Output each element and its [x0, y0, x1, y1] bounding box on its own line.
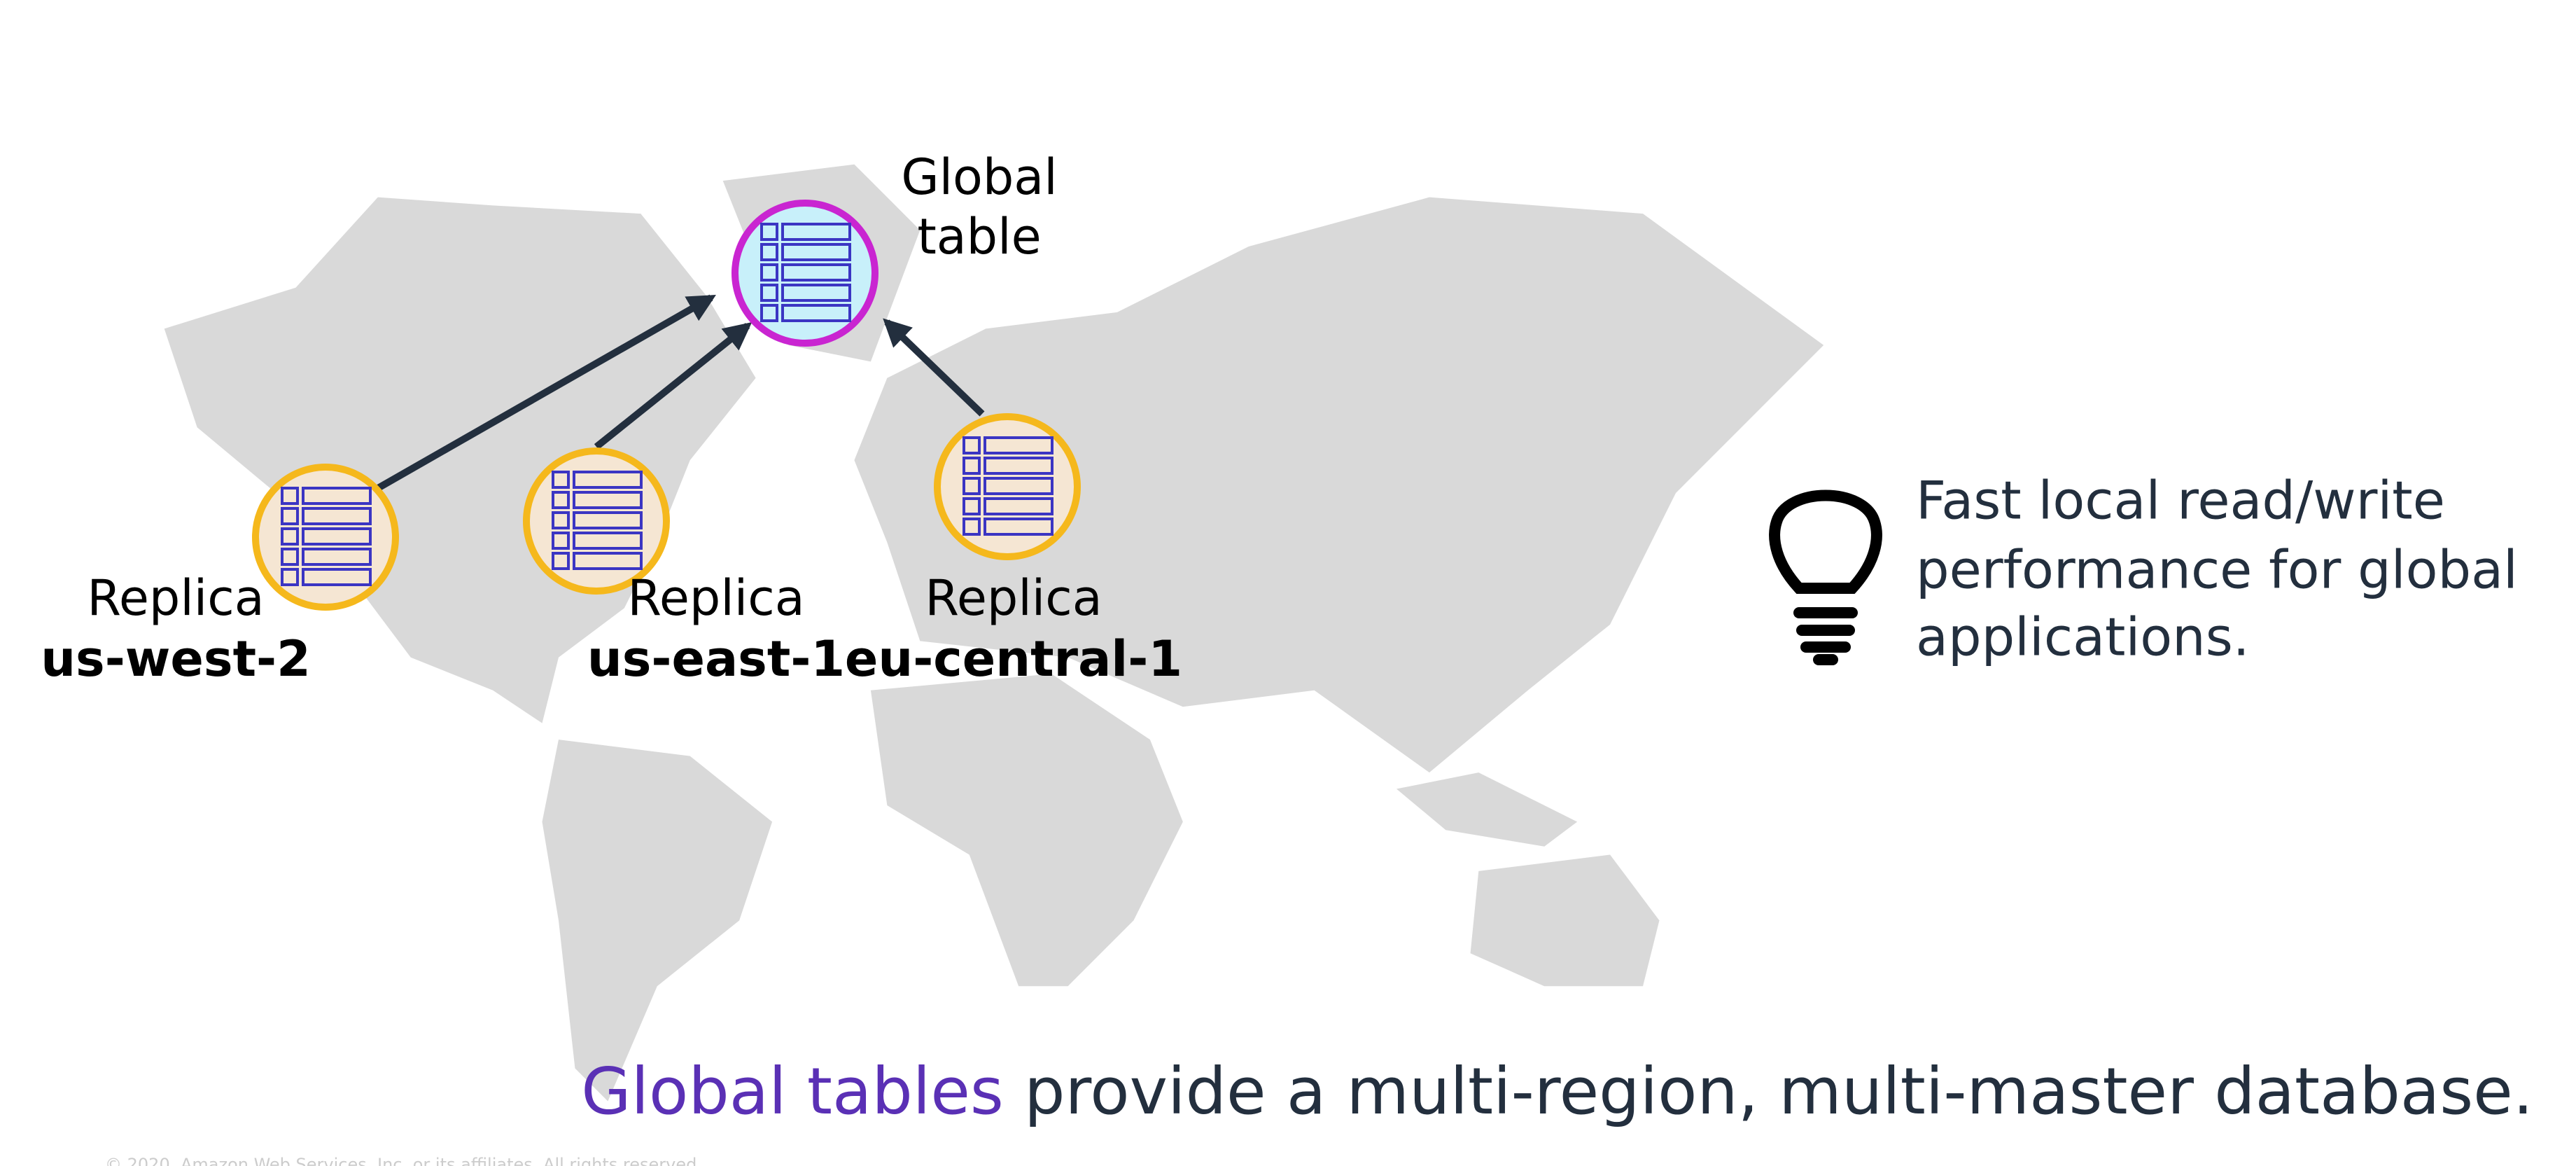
table-row	[983, 518, 1054, 536]
caption-highlight: Global tables	[581, 1054, 1004, 1129]
label: table	[917, 208, 1041, 265]
nodes	[252, 200, 1081, 611]
table-key-cell	[962, 518, 981, 536]
table-key-cell	[552, 532, 570, 550]
global-table-label: Global table	[901, 148, 1057, 265]
table-row	[573, 532, 643, 550]
caption-rest: provide a multi-region, multi-master dat…	[1004, 1054, 2533, 1129]
table-key-cell	[281, 507, 299, 525]
table-row	[302, 527, 372, 546]
arrow	[883, 318, 985, 417]
table-key-cell	[760, 304, 778, 322]
table-row	[781, 304, 851, 322]
table-row	[983, 497, 1054, 515]
table-row	[781, 263, 851, 282]
replica-label: Replica	[627, 569, 804, 627]
table-row	[781, 243, 851, 261]
table-key-cell	[760, 284, 778, 302]
table-key-cell	[552, 491, 570, 509]
table-key-cell	[760, 243, 778, 261]
replica-region: eu-central-1	[845, 630, 1182, 688]
table-key-cell	[552, 471, 570, 489]
arrow	[376, 294, 716, 492]
table-key-cell	[552, 511, 570, 529]
lightbulb-icon	[1769, 490, 1882, 665]
replica-node	[252, 464, 399, 611]
table-row	[573, 511, 643, 529]
callout-line: applications.	[1916, 606, 2250, 668]
callout-line: performance for global	[1916, 539, 2518, 601]
replica-labels: Replica us-west-2 Replica us-east-1 Repl…	[41, 569, 1182, 688]
table-row	[573, 471, 643, 489]
replica-region: us-east-1	[587, 630, 845, 688]
table-row	[781, 223, 851, 241]
table-key-cell	[281, 527, 299, 546]
footer: © 2020, Amazon Web Services, Inc. or its…	[105, 1155, 702, 1166]
table-key-cell	[760, 263, 778, 282]
table-row	[573, 552, 643, 570]
table-key-cell	[962, 436, 981, 454]
replica-node	[523, 447, 670, 595]
global-table-node	[732, 200, 878, 347]
table-key-cell	[962, 477, 981, 495]
table-row	[302, 487, 372, 505]
table-row	[781, 284, 851, 302]
table-key-cell	[281, 548, 299, 566]
replica-label: Replica	[925, 569, 1102, 627]
arrow	[594, 321, 752, 450]
callout: Fast local read/write performance for gl…	[1916, 470, 2518, 668]
table-row	[302, 548, 372, 566]
callout-line: Fast local read/write	[1916, 470, 2445, 532]
replica-node	[934, 413, 1081, 560]
table-key-cell	[962, 457, 981, 475]
arrows	[376, 294, 985, 492]
table-row	[983, 477, 1054, 495]
table-key-cell	[281, 568, 299, 586]
label: Global	[901, 148, 1057, 206]
table-key-cell	[962, 497, 981, 515]
table-row	[983, 457, 1054, 475]
table-row	[573, 491, 643, 509]
replica-region: us-west-2	[41, 630, 311, 688]
table-key-cell	[281, 487, 299, 505]
caption: Global tables provide a multi-region, mu…	[581, 1054, 2533, 1129]
table-row	[983, 436, 1054, 454]
replica-label: Replica	[87, 569, 264, 627]
table-key-cell	[552, 552, 570, 570]
table-row	[302, 507, 372, 525]
table-key-cell	[760, 223, 778, 241]
table-row	[302, 568, 372, 586]
